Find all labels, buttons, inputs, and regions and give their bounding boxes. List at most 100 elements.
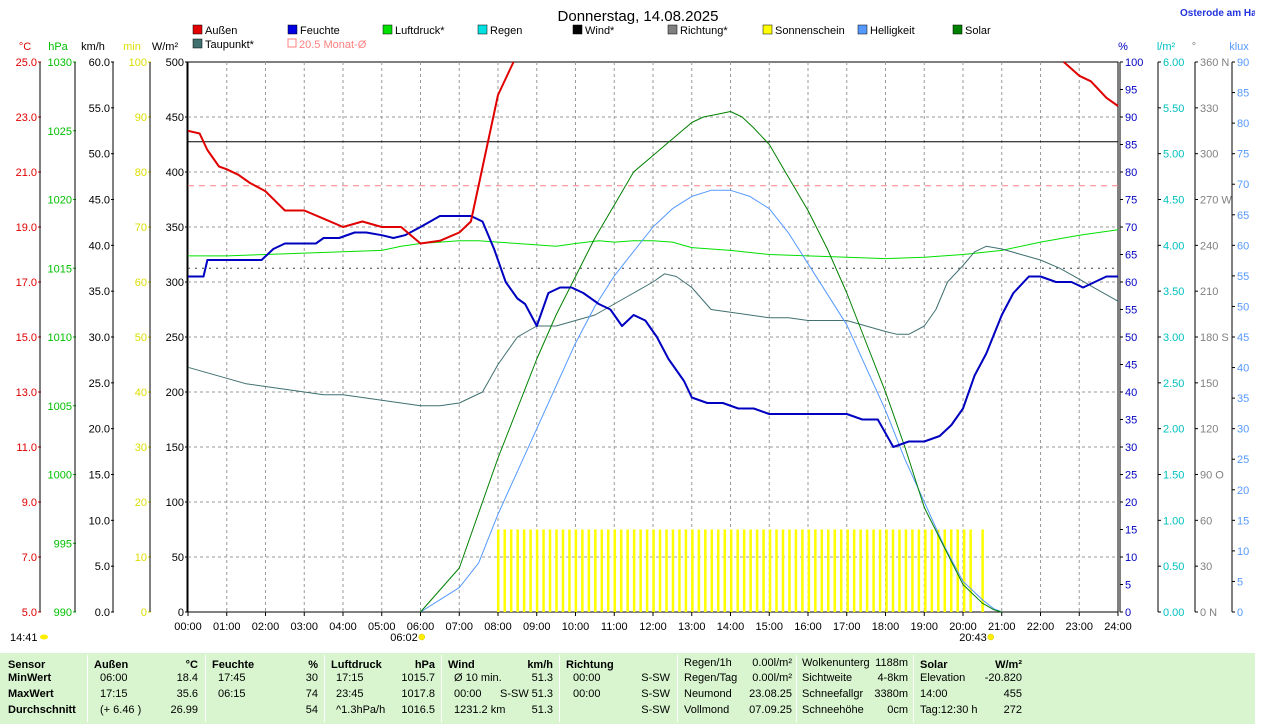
tick-label-rain: 1.50 xyxy=(1163,470,1184,482)
tick-label-pressure: 990 xyxy=(54,607,72,619)
sunshine-bar xyxy=(639,529,642,612)
x-tick-label: 21:00 xyxy=(988,621,1016,633)
stats-cloud-label: Sichtweite xyxy=(802,672,853,684)
tick-label-solar: 300 xyxy=(166,277,184,289)
legend-label: Außen xyxy=(205,25,237,37)
tick-label-pressure: 1005 xyxy=(48,401,72,413)
x-tick-label: 13:00 xyxy=(678,621,706,633)
sunshine-bars xyxy=(497,529,984,612)
sunshine-bar xyxy=(652,529,655,612)
tick-label-brightness: 10 xyxy=(1237,546,1249,558)
sunshine-bar xyxy=(671,529,675,612)
sunset-label: 20:43 xyxy=(959,632,987,644)
tick-label-pressure: 1025 xyxy=(48,126,72,138)
tick-label-humidity: 95 xyxy=(1125,85,1137,97)
axis-unit-wind: km/h xyxy=(81,41,105,53)
stats-separator xyxy=(559,655,560,722)
stats-header: hPa xyxy=(414,659,435,671)
tick-label-rain: 6.00 xyxy=(1163,57,1184,69)
stats-header: Luftdruck xyxy=(331,659,382,671)
stats-header: W/m² xyxy=(995,659,1022,671)
sunshine-bar xyxy=(930,529,934,612)
series-line-helligkeit xyxy=(420,189,1002,613)
tick-label-brightness: 45 xyxy=(1237,332,1249,344)
stats-aussen-time: 17:15 xyxy=(100,688,128,700)
axis-headers: °C hPa km/h min W/m²% l/m² ° klux xyxy=(19,41,1249,53)
stats-feuchte-value: 54 xyxy=(305,704,318,716)
x-tick-label: 16:00 xyxy=(794,621,822,633)
legend-swatch xyxy=(477,24,488,35)
tick-label-humidity: 45 xyxy=(1125,360,1137,372)
tick-label-direction: 360 N xyxy=(1200,57,1229,69)
x-tick-label: 23:00 xyxy=(1065,621,1093,633)
legend-swatch xyxy=(667,24,678,35)
stats-feuchte-value: 30 xyxy=(305,672,318,684)
tick-label-brightness: 5 xyxy=(1237,576,1243,588)
stats-rain-value: 0.00l/m² xyxy=(752,672,792,684)
tick-label-direction: 300 xyxy=(1200,149,1218,161)
tick-label-rain: 3.00 xyxy=(1163,332,1184,344)
tick-label-pressure: 995 xyxy=(54,538,72,550)
sunshine-bar xyxy=(581,529,584,612)
stats-header: km/h xyxy=(527,659,553,671)
series-line-solar xyxy=(420,111,1002,613)
sunshine-bar xyxy=(600,529,604,612)
legend-swatch xyxy=(192,38,203,49)
sunshine-bar xyxy=(697,529,701,612)
stats-richtung-time: 00:00 xyxy=(573,688,601,700)
stats-rain-value: 07.09.25 xyxy=(749,704,792,716)
stats-wind-value: 51.3 xyxy=(531,704,553,716)
legend-label: Solar xyxy=(965,25,991,37)
stats-richtung-value: S-SW xyxy=(641,704,670,716)
tick-label-humidity: 90 xyxy=(1125,112,1137,124)
tick-label-solar: 500 xyxy=(166,57,184,69)
sunshine-bar xyxy=(775,529,778,612)
sunshine-bar xyxy=(613,529,616,612)
stats-row-label: MaxWert xyxy=(8,688,54,700)
axis-unit-direction: ° xyxy=(1192,41,1196,53)
legend-swatch xyxy=(382,24,393,35)
sunshine-bar xyxy=(665,529,668,612)
stats-row-label: Durchschnitt xyxy=(8,704,76,716)
tick-label-pressure: 1015 xyxy=(48,263,72,275)
location-label: Osterode am Ha xyxy=(1180,8,1257,19)
sunshine-bar xyxy=(555,529,558,612)
tick-label-humidity: 80 xyxy=(1125,167,1137,179)
legend-swatch xyxy=(572,24,583,35)
stats-richtung-value: S-SW xyxy=(641,688,670,700)
stats-solar-label: 14:00 xyxy=(920,688,948,700)
stats-rain-value: 0.00l/m² xyxy=(752,657,792,669)
stats-header: Richtung xyxy=(566,659,614,671)
stats-rain-label: Neumond xyxy=(684,688,732,700)
tick-label-brightness: 65 xyxy=(1237,210,1249,222)
tick-label-humidity: 70 xyxy=(1125,222,1137,234)
legend-swatch xyxy=(762,24,773,35)
tick-label-rain: 3.50 xyxy=(1163,286,1184,298)
right-edge xyxy=(1255,0,1274,724)
tick-label-sunshine: 10 xyxy=(135,552,147,564)
axis-unit-rain: l/m² xyxy=(1157,41,1176,53)
tick-label-wind: 5.0 xyxy=(95,561,110,573)
axis-unit-solar: W/m² xyxy=(152,41,179,53)
tick-label-direction: 90 O xyxy=(1200,470,1224,482)
sunshine-bar xyxy=(548,529,552,612)
tick-label-temp: 25.0 xyxy=(16,57,37,69)
series-line-au-en-abend- xyxy=(1063,61,1119,107)
tick-label-temp: 19.0 xyxy=(16,222,37,234)
sunshine-bar xyxy=(509,529,513,612)
sunshine-bar xyxy=(529,529,532,612)
stats-table: Sensor Außen °C Feuchte% Luftdruck hPa Wind km/… xyxy=(0,653,1255,724)
sunrise-label: 06:02 xyxy=(390,632,418,644)
legend-label: Regen xyxy=(490,25,522,37)
sunshine-bar xyxy=(522,529,526,612)
stats-solar-label: Tag:12:30 h xyxy=(920,704,978,716)
tick-label-temp: 9.0 xyxy=(22,497,37,509)
tick-label-brightness: 40 xyxy=(1237,363,1249,375)
axis-unit-temp: °C xyxy=(19,41,31,53)
sunshine-bar xyxy=(885,529,888,612)
x-tick-label: 02:00 xyxy=(252,621,280,633)
tick-label-temp: 7.0 xyxy=(22,552,37,564)
tick-label-humidity: 0 xyxy=(1125,607,1131,619)
x-tick-label: 08:00 xyxy=(484,621,512,633)
tick-label-direction: 0 N xyxy=(1200,607,1217,619)
